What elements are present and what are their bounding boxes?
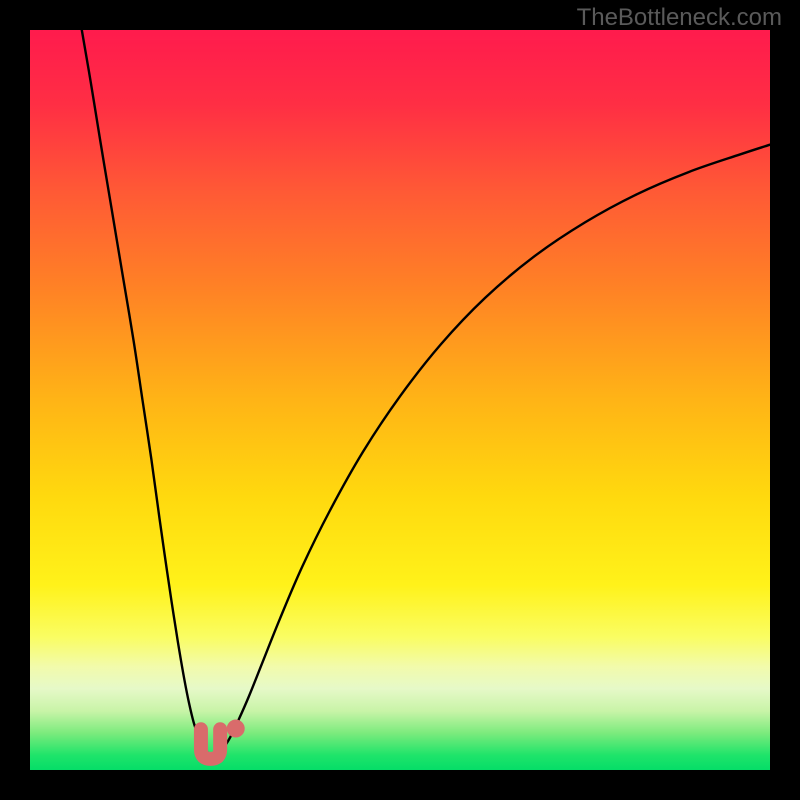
marker-u [201, 729, 220, 759]
plot-area [30, 30, 770, 770]
right-curve [216, 145, 770, 756]
left-curve [82, 30, 214, 755]
chart-svg [30, 30, 770, 770]
watermark-text: TheBottleneck.com [577, 4, 782, 32]
marker-dot [227, 720, 245, 738]
